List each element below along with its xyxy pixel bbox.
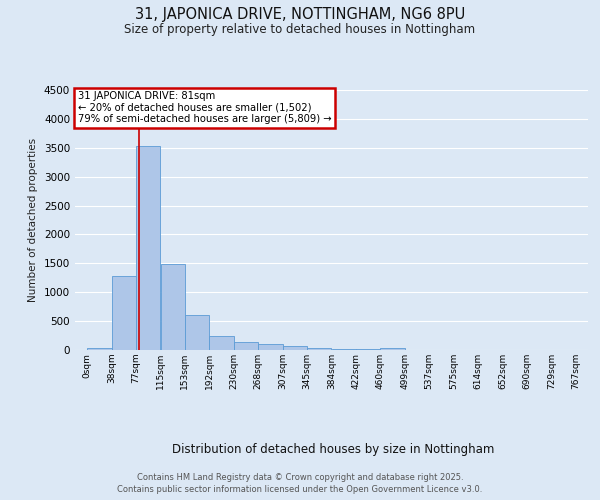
Bar: [136, 146, 160, 350]
Bar: [234, 342, 258, 350]
Y-axis label: Number of detached properties: Number of detached properties: [28, 138, 38, 302]
Bar: [209, 336, 233, 350]
Bar: [88, 348, 112, 350]
Bar: [185, 316, 209, 350]
Text: Distribution of detached houses by size in Nottingham: Distribution of detached houses by size …: [172, 442, 494, 456]
Text: Size of property relative to detached houses in Nottingham: Size of property relative to detached ho…: [124, 22, 476, 36]
Bar: [307, 348, 331, 350]
Text: 31, JAPONICA DRIVE, NOTTINGHAM, NG6 8PU: 31, JAPONICA DRIVE, NOTTINGHAM, NG6 8PU: [135, 8, 465, 22]
Bar: [161, 264, 185, 350]
Text: Contains HM Land Registry data © Crown copyright and database right 2025.: Contains HM Land Registry data © Crown c…: [137, 472, 463, 482]
Bar: [356, 349, 380, 350]
Text: 31 JAPONICA DRIVE: 81sqm
← 20% of detached houses are smaller (1,502)
79% of sem: 31 JAPONICA DRIVE: 81sqm ← 20% of detach…: [77, 92, 331, 124]
Bar: [283, 346, 307, 350]
Bar: [112, 276, 136, 350]
Text: Contains public sector information licensed under the Open Government Licence v3: Contains public sector information licen…: [118, 485, 482, 494]
Bar: [259, 344, 283, 350]
Bar: [332, 349, 356, 350]
Bar: [380, 348, 404, 350]
